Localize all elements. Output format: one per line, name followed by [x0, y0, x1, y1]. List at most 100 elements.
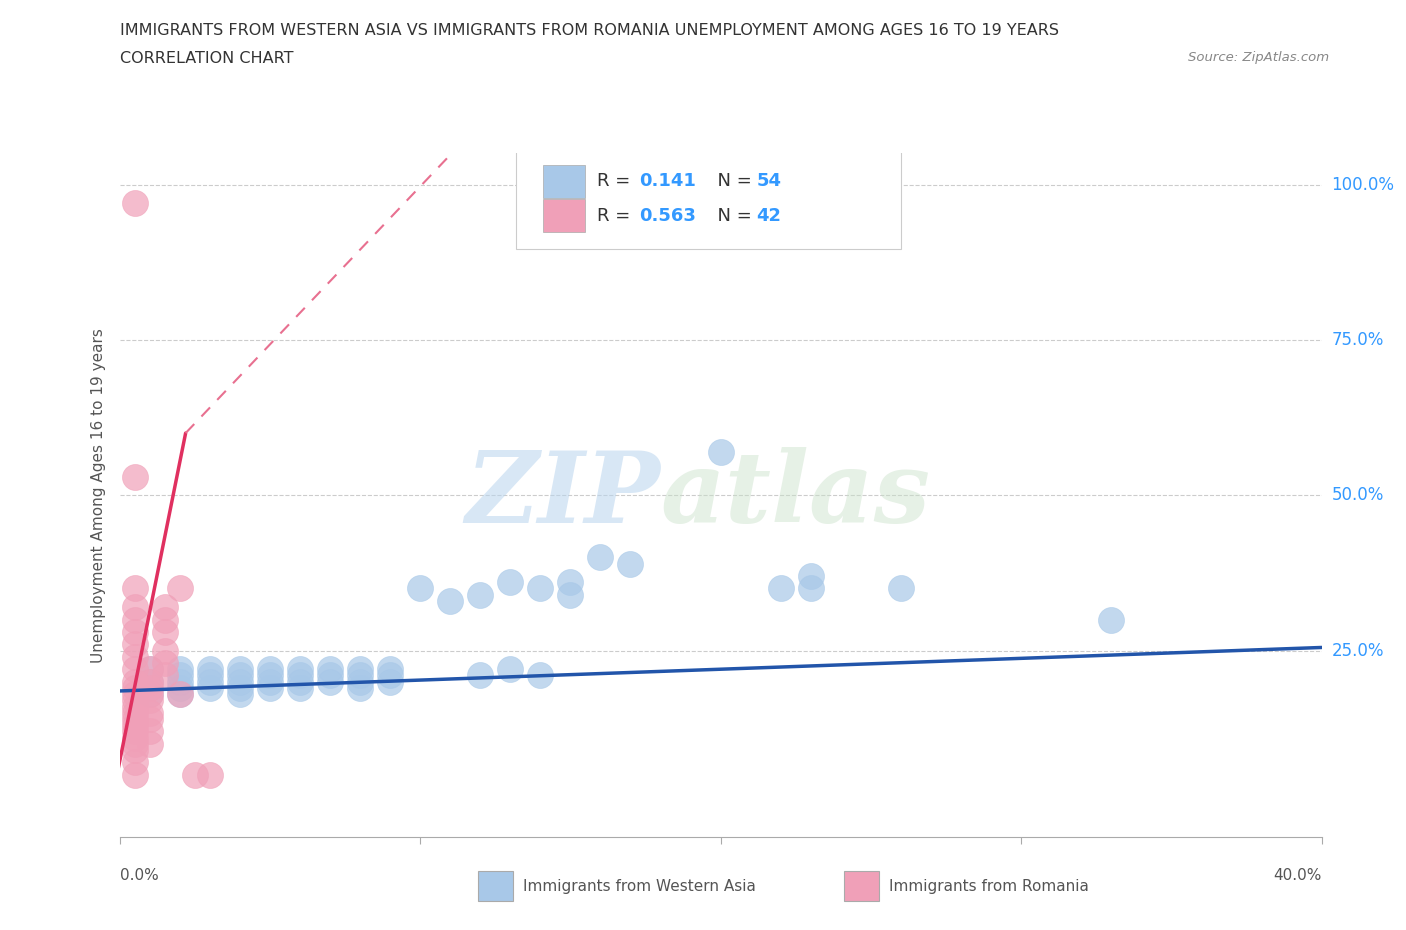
Text: Source: ZipAtlas.com: Source: ZipAtlas.com	[1188, 51, 1329, 64]
Point	[198, 767, 221, 782]
Point	[124, 195, 146, 210]
Text: CORRELATION CHART: CORRELATION CHART	[120, 51, 292, 66]
Point	[124, 724, 146, 738]
Point	[153, 644, 176, 658]
Point	[124, 625, 146, 640]
Point	[378, 662, 401, 677]
Point	[169, 668, 191, 683]
Point	[589, 550, 612, 565]
Point	[169, 681, 191, 696]
Point	[259, 662, 281, 677]
Point	[169, 686, 191, 701]
Point	[560, 575, 582, 590]
Point	[138, 662, 160, 677]
Point	[138, 724, 160, 738]
Text: N =: N =	[706, 206, 758, 225]
Point	[124, 637, 146, 652]
Point	[138, 737, 160, 751]
Text: 25.0%: 25.0%	[1331, 642, 1384, 659]
Point	[153, 668, 176, 683]
Point	[124, 730, 146, 745]
Point	[378, 674, 401, 689]
Point	[349, 681, 371, 696]
Text: 54: 54	[756, 172, 782, 191]
Text: 0.563: 0.563	[638, 206, 696, 225]
Point	[124, 649, 146, 664]
Point	[124, 600, 146, 615]
Text: ZIP: ZIP	[465, 447, 661, 543]
Point	[153, 600, 176, 615]
Point	[468, 587, 492, 602]
Point	[138, 686, 160, 701]
Point	[153, 612, 176, 627]
Point	[349, 674, 371, 689]
Point	[468, 668, 492, 683]
Point	[409, 581, 432, 596]
Point	[259, 674, 281, 689]
Point	[124, 674, 146, 689]
Point	[349, 662, 371, 677]
Point	[890, 581, 912, 596]
Point	[560, 587, 582, 602]
Point	[259, 668, 281, 683]
Point	[198, 681, 221, 696]
Point	[228, 681, 252, 696]
Point	[1099, 612, 1122, 627]
Point	[124, 686, 146, 701]
Point	[153, 625, 176, 640]
Text: Immigrants from Western Asia: Immigrants from Western Asia	[523, 879, 756, 894]
Point	[124, 755, 146, 770]
FancyBboxPatch shape	[543, 165, 585, 198]
Text: 0.141: 0.141	[638, 172, 696, 191]
Text: 0.0%: 0.0%	[120, 868, 159, 883]
Point	[124, 737, 146, 751]
Text: R =: R =	[596, 172, 636, 191]
Text: 40.0%: 40.0%	[1274, 868, 1322, 883]
Point	[124, 469, 146, 484]
Point	[288, 681, 311, 696]
Text: IMMIGRANTS FROM WESTERN ASIA VS IMMIGRANTS FROM ROMANIA UNEMPLOYMENT AMONG AGES : IMMIGRANTS FROM WESTERN ASIA VS IMMIGRAN…	[120, 23, 1059, 38]
Text: 50.0%: 50.0%	[1331, 486, 1384, 504]
FancyBboxPatch shape	[516, 147, 901, 249]
Bar	[478, 871, 513, 900]
Point	[124, 612, 146, 627]
Point	[183, 767, 205, 782]
Text: 42: 42	[756, 206, 782, 225]
Point	[800, 568, 823, 583]
Point	[169, 686, 191, 701]
Point	[198, 668, 221, 683]
Point	[198, 662, 221, 677]
Point	[169, 674, 191, 689]
Text: Immigrants from Romania: Immigrants from Romania	[889, 879, 1088, 894]
Point	[153, 656, 176, 671]
Point	[138, 705, 160, 720]
Point	[124, 662, 146, 677]
Point	[124, 581, 146, 596]
Point	[124, 742, 146, 757]
Point	[124, 705, 146, 720]
Point	[319, 662, 342, 677]
Point	[288, 662, 311, 677]
Point	[169, 581, 191, 596]
Point	[349, 668, 371, 683]
Point	[124, 681, 146, 696]
Point	[709, 445, 731, 459]
Text: 75.0%: 75.0%	[1331, 331, 1384, 349]
Point	[769, 581, 792, 596]
Point	[169, 662, 191, 677]
Point	[138, 662, 160, 677]
Point	[439, 593, 461, 608]
Point	[124, 711, 146, 726]
Point	[228, 662, 252, 677]
Point	[499, 662, 522, 677]
Point	[138, 681, 160, 696]
Point	[138, 693, 160, 708]
Text: R =: R =	[596, 206, 636, 225]
Text: atlas: atlas	[661, 447, 931, 543]
Point	[138, 711, 160, 726]
Point	[529, 668, 551, 683]
Point	[138, 674, 160, 689]
Point	[499, 575, 522, 590]
Point	[228, 668, 252, 683]
Point	[619, 556, 641, 571]
